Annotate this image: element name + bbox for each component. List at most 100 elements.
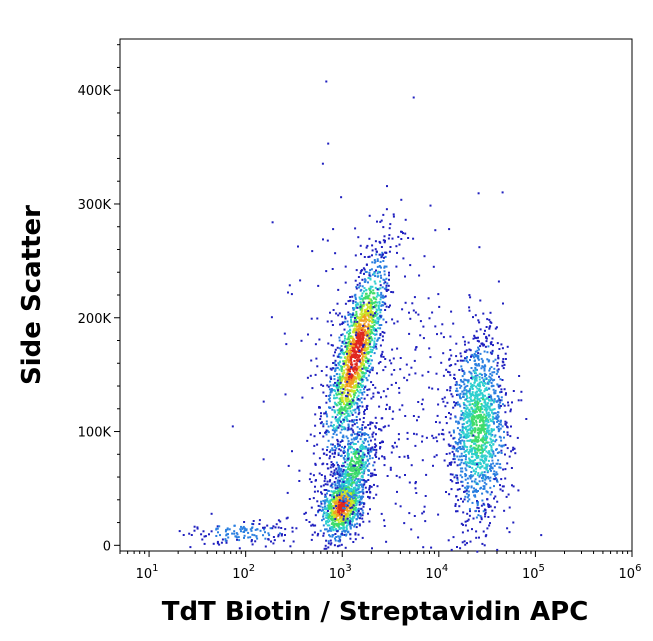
data-point: [329, 499, 332, 502]
data-point: [354, 486, 357, 489]
data-point: [345, 411, 348, 414]
data-point: [362, 331, 365, 334]
data-point: [329, 517, 332, 520]
data-point: [363, 465, 366, 468]
data-point: [473, 447, 476, 450]
data-point: [360, 307, 363, 310]
data-point: [364, 467, 367, 470]
data-point: [361, 509, 364, 512]
data-point: [421, 374, 424, 377]
data-point: [356, 371, 359, 374]
data-point: [371, 446, 374, 449]
data-point: [340, 400, 343, 403]
data-point: [491, 349, 494, 352]
data-point: [329, 479, 332, 482]
data-point: [461, 369, 464, 372]
data-point: [240, 525, 242, 528]
data-point: [337, 353, 340, 356]
data-point: [478, 431, 481, 434]
data-point: [376, 292, 379, 294]
data-point: [212, 542, 215, 545]
data-point: [368, 320, 371, 323]
data-point: [364, 313, 366, 316]
data-point: [392, 215, 395, 218]
data-point: [445, 368, 448, 371]
data-point: [378, 308, 381, 311]
data-point: [500, 388, 503, 391]
data-point: [339, 410, 342, 413]
data-point: [225, 541, 228, 544]
data-point: [349, 345, 351, 347]
data-point: [483, 401, 486, 404]
data-point: [388, 359, 391, 362]
data-point: [361, 358, 364, 361]
data-point: [348, 355, 351, 358]
data-point: [479, 405, 482, 408]
data-point: [490, 446, 493, 449]
data-point: [357, 328, 360, 331]
data-point: [362, 347, 365, 350]
data-point: [331, 344, 334, 347]
data-point: [355, 510, 358, 513]
data-point: [358, 343, 361, 345]
data-point: [367, 344, 370, 347]
data-point: [512, 485, 515, 488]
data-point: [369, 439, 372, 442]
data-point: [371, 318, 374, 321]
data-point: [472, 399, 475, 402]
data-point: [477, 363, 480, 365]
data-point: [494, 327, 497, 330]
data-point: [233, 532, 236, 535]
data-point: [383, 456, 386, 459]
data-point: [357, 492, 360, 495]
data-point: [384, 358, 387, 360]
data-point: [258, 523, 261, 525]
data-point: [350, 324, 353, 327]
data-point: [454, 441, 457, 443]
data-point: [342, 518, 345, 521]
data-point: [481, 365, 484, 368]
data-point: [372, 301, 375, 304]
data-point: [352, 464, 355, 467]
data-point: [356, 496, 359, 499]
data-point: [361, 459, 364, 462]
data-point: [336, 530, 339, 533]
data-point: [355, 475, 358, 478]
data-point: [345, 475, 347, 478]
data-point: [322, 513, 325, 516]
data-point: [466, 485, 469, 488]
data-point: [378, 294, 381, 297]
data-point: [465, 488, 468, 491]
data-point: [324, 495, 327, 498]
data-point: [362, 267, 365, 270]
data-point: [378, 457, 380, 460]
data-point: [339, 381, 342, 384]
data-point: [379, 446, 382, 448]
data-point: [355, 503, 358, 505]
data-point: [330, 443, 333, 446]
data-point: [347, 347, 350, 350]
data-point: [347, 335, 350, 338]
data-point: [487, 432, 490, 435]
data-point: [481, 382, 484, 385]
data-point: [459, 446, 461, 448]
data-point: [338, 479, 341, 482]
data-point: [369, 345, 372, 348]
data-point: [355, 331, 358, 334]
data-point: [338, 487, 341, 490]
data-point: [351, 313, 354, 316]
data-point: [328, 397, 331, 400]
data-point: [368, 388, 371, 391]
data-point: [340, 497, 343, 499]
data-point: [340, 406, 343, 409]
data-point: [471, 466, 474, 469]
data-point: [336, 440, 339, 443]
data-point: [477, 446, 480, 449]
data-point: [334, 348, 337, 351]
data-point: [512, 390, 515, 392]
data-point: [355, 287, 358, 290]
data-point: [341, 489, 344, 492]
data-point: [360, 384, 362, 387]
data-point: [485, 477, 488, 480]
data-point: [345, 485, 348, 488]
